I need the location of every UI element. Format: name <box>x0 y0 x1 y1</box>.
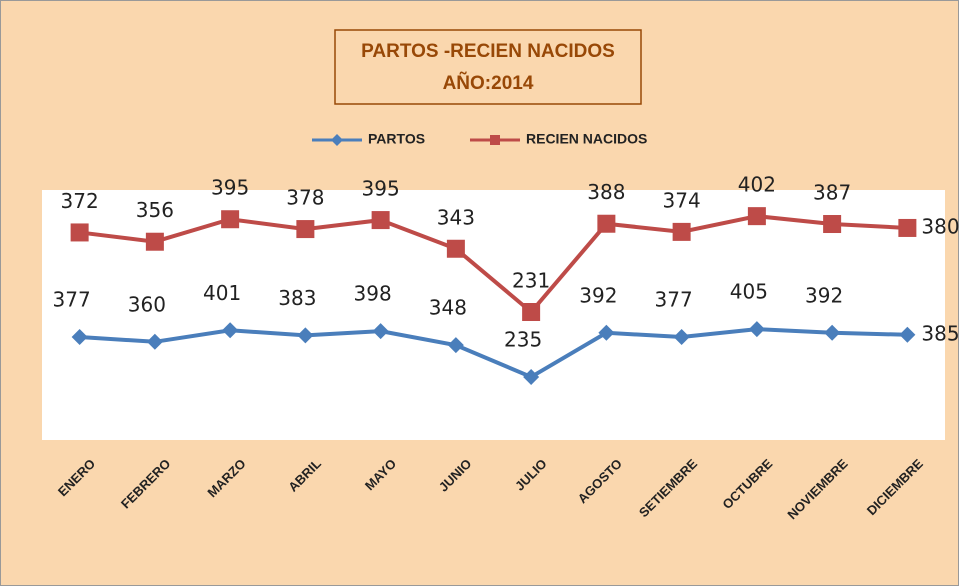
marker <box>296 220 315 239</box>
data-label: 401 <box>203 281 241 305</box>
marker <box>898 218 917 237</box>
data-label: 231 <box>512 269 550 293</box>
data-label: 385 <box>921 321 959 345</box>
legend-marker <box>490 135 500 145</box>
marker <box>747 207 766 226</box>
marker <box>446 239 465 258</box>
marker <box>146 333 163 350</box>
data-label: 398 <box>354 282 392 306</box>
marker <box>372 323 389 340</box>
marker <box>371 211 390 230</box>
marker <box>598 324 615 341</box>
data-label: 392 <box>805 283 843 307</box>
marker <box>222 322 239 339</box>
marker <box>522 303 541 322</box>
marker <box>221 210 240 229</box>
series-line <box>79 327 908 380</box>
data-label: 348 <box>429 296 467 320</box>
data-label: 378 <box>286 186 324 210</box>
plot-area <box>42 190 945 440</box>
chart-title: PARTOS -RECIEN NACIDOS <box>361 41 615 62</box>
marker <box>899 326 916 343</box>
data-label: 377 <box>53 288 91 312</box>
data-label: 388 <box>587 180 625 204</box>
marker <box>823 215 842 234</box>
marker <box>447 337 464 354</box>
data-label: 402 <box>738 173 776 197</box>
legend-label: PARTOS <box>368 131 425 147</box>
marker <box>70 223 89 242</box>
marker <box>824 324 841 341</box>
series-line <box>79 214 908 315</box>
data-label: 372 <box>61 189 99 213</box>
data-label: 377 <box>655 288 693 312</box>
marker <box>297 327 314 344</box>
data-label: 395 <box>362 177 400 201</box>
marker <box>672 222 691 241</box>
marker <box>145 232 164 251</box>
marker <box>71 329 88 346</box>
marker <box>523 368 540 385</box>
data-label: 343 <box>437 205 475 229</box>
marker <box>597 214 616 233</box>
legend-label: RECIEN NACIDOS <box>526 131 647 147</box>
data-label: 374 <box>663 188 701 212</box>
legend-marker <box>331 134 343 146</box>
data-label: 392 <box>579 283 617 307</box>
data-label: 360 <box>128 292 166 316</box>
data-label: 405 <box>730 280 768 304</box>
marker <box>748 321 765 338</box>
marker <box>673 329 690 346</box>
data-label: 356 <box>136 198 174 222</box>
data-label: 387 <box>813 181 851 205</box>
data-label: 235 <box>504 327 542 351</box>
chart-subtitle: AÑO:2014 <box>443 72 534 94</box>
data-label: 383 <box>278 286 316 310</box>
title-box <box>334 29 642 105</box>
data-label: 380 <box>921 214 959 238</box>
data-label: 395 <box>211 176 249 200</box>
